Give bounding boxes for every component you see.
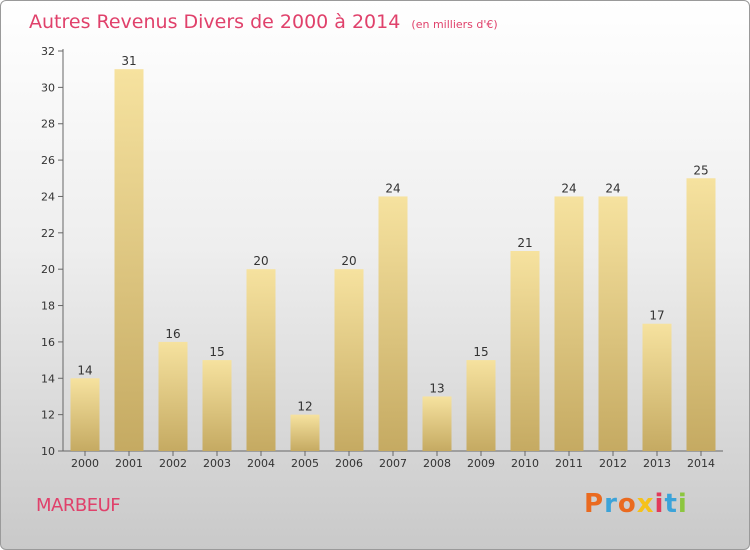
y-tick-label: 30 <box>41 81 55 94</box>
commune-name: MARBEUF <box>36 495 121 516</box>
bar-value-label: 20 <box>341 254 356 268</box>
x-tick-label: 2013 <box>643 457 671 470</box>
bar-value-label: 17 <box>649 309 664 323</box>
x-tick-label: 2002 <box>159 457 187 470</box>
bar-value-label: 24 <box>605 181 620 195</box>
bar <box>466 360 496 451</box>
x-tick-label: 2004 <box>247 457 275 470</box>
x-tick-label: 2014 <box>687 457 715 470</box>
x-tick-label: 2006 <box>335 457 363 470</box>
logo-letter: i <box>654 489 665 519</box>
bar-value-label: 15 <box>473 345 488 359</box>
y-tick-label: 24 <box>41 190 55 203</box>
y-tick-label: 10 <box>41 445 55 458</box>
chart-title-block: Autres Revenus Divers de 2000 à 2014 (en… <box>29 11 498 33</box>
x-tick-label: 2001 <box>115 457 143 470</box>
bar <box>510 251 540 451</box>
bar-value-label: 24 <box>385 181 400 195</box>
bar-value-label: 13 <box>429 381 444 395</box>
bar <box>290 414 320 451</box>
bar <box>70 378 100 451</box>
bar <box>378 196 408 451</box>
bar <box>422 396 452 451</box>
bar-value-label: 12 <box>297 400 312 414</box>
bar <box>334 269 364 451</box>
chart-subtitle: (en milliers d'€) <box>411 18 498 31</box>
bar-value-label: 15 <box>209 345 224 359</box>
y-tick-label: 32 <box>41 45 55 58</box>
x-tick-label: 2010 <box>511 457 539 470</box>
bar <box>642 323 672 451</box>
x-tick-label: 2009 <box>467 457 495 470</box>
x-tick-label: 2008 <box>423 457 451 470</box>
logo-letter: r <box>604 489 618 519</box>
y-tick-label: 26 <box>41 154 55 167</box>
logo-letter: o <box>617 489 637 519</box>
y-tick-label: 14 <box>41 372 55 385</box>
bar-value-label: 16 <box>165 327 180 341</box>
y-tick-label: 20 <box>41 263 55 276</box>
bar-value-label: 25 <box>693 163 708 177</box>
bar <box>686 178 716 452</box>
bar <box>554 196 584 451</box>
bar-value-label: 31 <box>121 54 136 68</box>
logo-letter: P <box>584 489 605 519</box>
y-tick-label: 28 <box>41 118 55 131</box>
y-tick-label: 18 <box>41 300 55 313</box>
bar <box>246 269 276 451</box>
bar-value-label: 24 <box>561 181 576 195</box>
x-tick-label: 2005 <box>291 457 319 470</box>
x-tick-label: 2007 <box>379 457 407 470</box>
y-tick-label: 16 <box>41 336 55 349</box>
bar-value-label: 14 <box>77 363 92 377</box>
bar <box>598 196 628 451</box>
logo-letter: x <box>636 489 655 519</box>
x-tick-label: 2003 <box>203 457 231 470</box>
bar <box>114 69 144 451</box>
bar <box>158 341 188 451</box>
x-tick-label: 2000 <box>71 457 99 470</box>
y-tick-label: 22 <box>41 227 55 240</box>
chart-title: Autres Revenus Divers de 2000 à 2014 <box>29 11 401 33</box>
bar-value-label: 20 <box>253 254 268 268</box>
logo-letter: t <box>664 489 678 519</box>
bar <box>202 360 232 451</box>
logo-letter: i <box>677 489 688 519</box>
proxiti-logo: Proxiti <box>584 489 688 519</box>
x-tick-label: 2011 <box>555 457 583 470</box>
bar-value-label: 21 <box>517 236 532 250</box>
y-tick-label: 12 <box>41 409 55 422</box>
x-tick-label: 2012 <box>599 457 627 470</box>
